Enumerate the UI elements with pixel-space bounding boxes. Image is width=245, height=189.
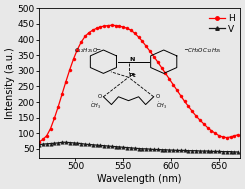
Text: $C_{12}H_{25}O$─: $C_{12}H_{25}O$─ — [74, 46, 101, 55]
Legend: H, V: H, V — [205, 10, 238, 37]
Y-axis label: Intensity (a.u.): Intensity (a.u.) — [5, 47, 15, 119]
X-axis label: Wavelength (nm): Wavelength (nm) — [97, 174, 182, 184]
Text: ─$CH_2OC_{12}H_{25}$: ─$CH_2OC_{12}H_{25}$ — [184, 46, 222, 55]
